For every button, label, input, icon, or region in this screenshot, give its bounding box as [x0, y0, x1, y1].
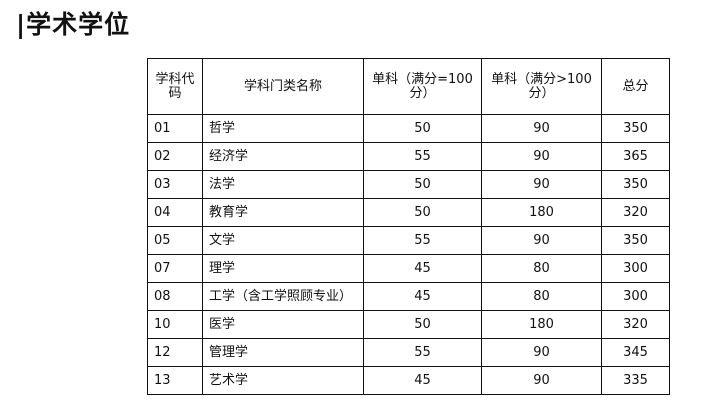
- cell-name: 教育学: [202, 198, 364, 227]
- cell-single-over-100: 180: [481, 310, 602, 339]
- cell-total: 365: [601, 142, 670, 171]
- table-row: 01 哲学 50 90 350: [147, 114, 670, 143]
- cell-single-over-100: 80: [481, 282, 602, 311]
- cell-single-over-100: 90: [481, 114, 602, 143]
- score-table: 学科代码 学科门类名称 单科（满分=100分） 单科（满分>100分） 总分 0…: [147, 58, 670, 395]
- cell-total: 335: [601, 366, 670, 395]
- cell-total: 300: [601, 254, 670, 283]
- cell-name: 工学（含工学照顾专业）: [202, 282, 364, 311]
- cell-code: 02: [147, 142, 203, 171]
- cell-total: 320: [601, 310, 670, 339]
- cell-single-over-100: 90: [481, 170, 602, 199]
- cell-name: 法学: [202, 170, 364, 199]
- cell-single-100: 55: [363, 226, 482, 255]
- header-code: 学科代码: [147, 58, 203, 115]
- cell-single-100: 50: [363, 114, 482, 143]
- cell-single-over-100: 90: [481, 226, 602, 255]
- cell-single-over-100: 90: [481, 142, 602, 171]
- table-row: 02 经济学 55 90 365: [147, 142, 670, 171]
- cell-name: 艺术学: [202, 366, 364, 395]
- cell-single-100: 45: [363, 254, 482, 283]
- cell-single-100: 55: [363, 142, 482, 171]
- cell-single-over-100: 80: [481, 254, 602, 283]
- cell-single-over-100: 90: [481, 338, 602, 367]
- table-row: 04 教育学 50 180 320: [147, 198, 670, 227]
- cell-single-100: 45: [363, 366, 482, 395]
- header-total: 总分: [601, 58, 670, 115]
- cell-single-100: 50: [363, 170, 482, 199]
- cell-code: 04: [147, 198, 203, 227]
- table-header-row: 学科代码 学科门类名称 单科（满分=100分） 单科（满分>100分） 总分: [147, 58, 670, 115]
- cell-single-100: 45: [363, 282, 482, 311]
- cell-code: 13: [147, 366, 203, 395]
- cell-total: 320: [601, 198, 670, 227]
- table-row: 05 文学 55 90 350: [147, 226, 670, 255]
- table-row: 08 工学（含工学照顾专业） 45 80 300: [147, 282, 670, 311]
- table-row: 12 管理学 55 90 345: [147, 338, 670, 367]
- cell-total: 345: [601, 338, 670, 367]
- cell-code: 08: [147, 282, 203, 311]
- cell-name: 文学: [202, 226, 364, 255]
- cell-code: 05: [147, 226, 203, 255]
- cell-single-100: 50: [363, 198, 482, 227]
- cell-name: 经济学: [202, 142, 364, 171]
- cell-total: 350: [601, 226, 670, 255]
- cell-name: 哲学: [202, 114, 364, 143]
- table-row: 10 医学 50 180 320: [147, 310, 670, 339]
- cell-total: 300: [601, 282, 670, 311]
- table-row: 03 法学 50 90 350: [147, 170, 670, 199]
- cell-code: 10: [147, 310, 203, 339]
- table-row: 13 艺术学 45 90 335: [147, 366, 670, 395]
- header-single-over-100: 单科（满分>100分）: [481, 58, 602, 115]
- cell-code: 03: [147, 170, 203, 199]
- cell-code: 12: [147, 338, 203, 367]
- cell-single-over-100: 180: [481, 198, 602, 227]
- cell-single-over-100: 90: [481, 366, 602, 395]
- cell-code: 01: [147, 114, 203, 143]
- cell-single-100: 50: [363, 310, 482, 339]
- table-row: 07 理学 45 80 300: [147, 254, 670, 283]
- cell-name: 管理学: [202, 338, 364, 367]
- cell-single-100: 55: [363, 338, 482, 367]
- cell-total: 350: [601, 170, 670, 199]
- section-title: |学术学位: [16, 10, 131, 39]
- cell-total: 350: [601, 114, 670, 143]
- header-name: 学科门类名称: [202, 58, 364, 115]
- cell-name: 医学: [202, 310, 364, 339]
- header-single-100: 单科（满分=100分）: [363, 58, 482, 115]
- cell-code: 07: [147, 254, 203, 283]
- cell-name: 理学: [202, 254, 364, 283]
